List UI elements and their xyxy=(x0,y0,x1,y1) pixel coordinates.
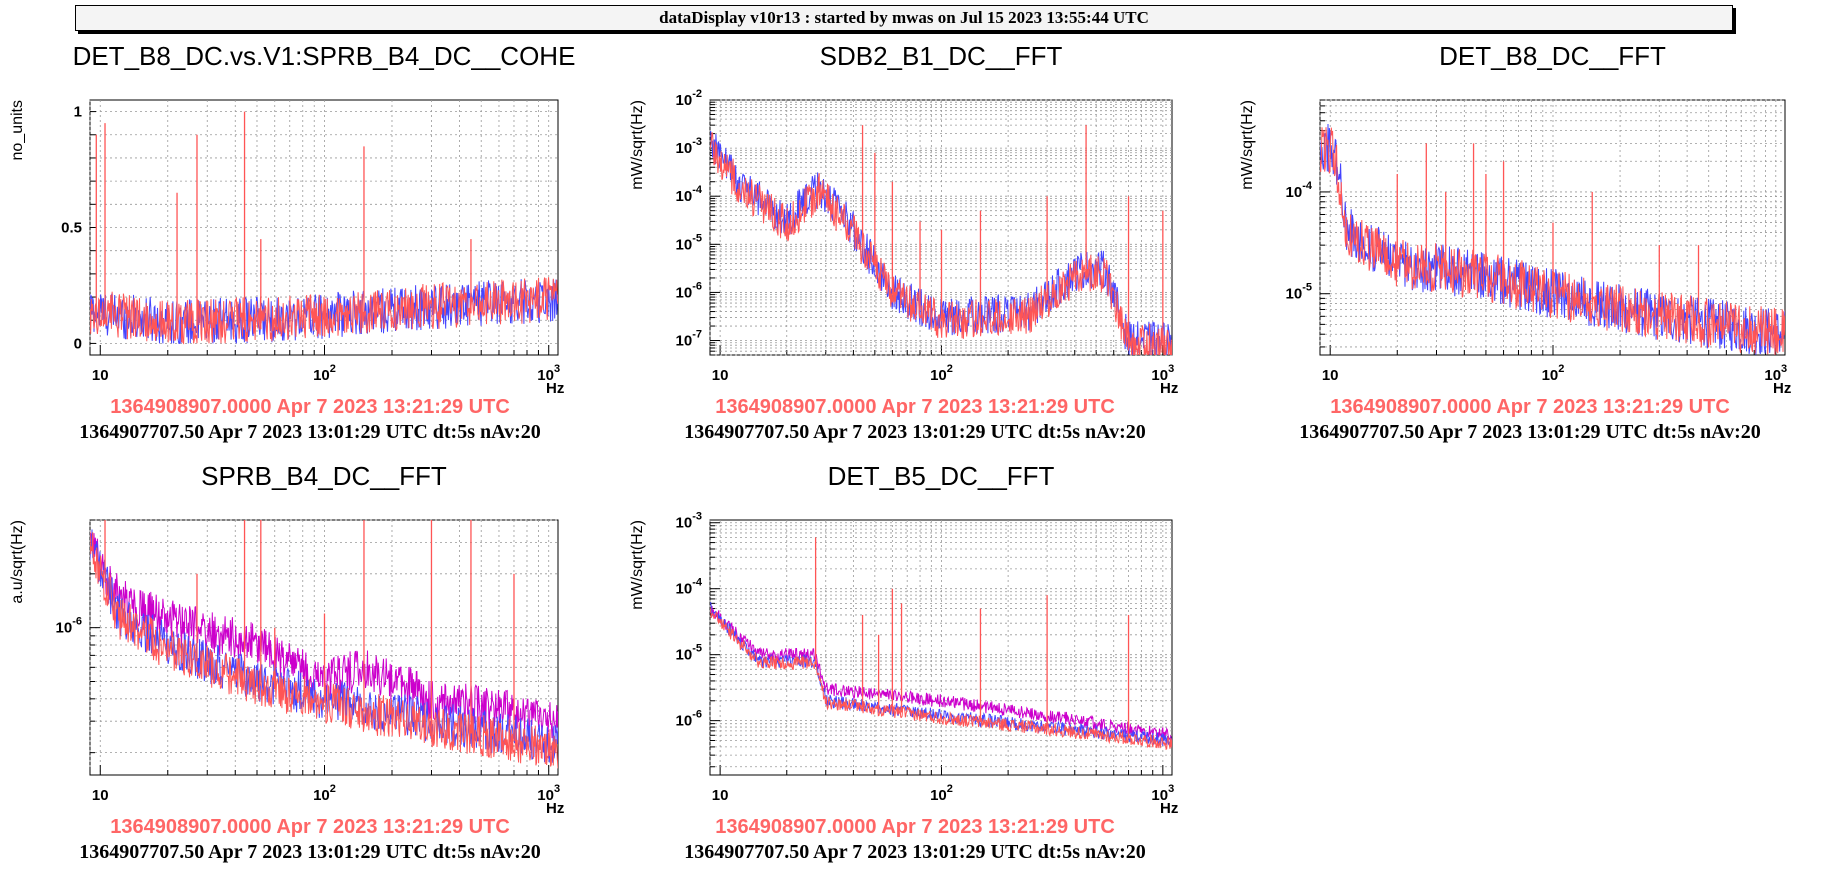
x-tick-label: 10 xyxy=(92,367,109,384)
series-line xyxy=(710,606,1172,751)
plot-title: DET_B8_DC__FFT xyxy=(1439,41,1666,71)
x-axis-unit: Hz xyxy=(1160,800,1178,817)
y-axis-label: mW/sqrt(Hz) xyxy=(629,520,646,610)
y-tick-label: 10-2 xyxy=(676,88,702,109)
y-tick-label: 1 xyxy=(74,104,82,121)
series-line xyxy=(710,132,1172,355)
x-axis-unit: Hz xyxy=(1160,380,1178,397)
x-tick-label: 10 xyxy=(712,367,729,384)
y-axis-label: mW/sqrt(Hz) xyxy=(629,100,646,190)
timestamp-current: 1364907707.50 Apr 7 2023 13:01:29 UTC dt… xyxy=(79,421,541,443)
timestamp-current: 1364907707.50 Apr 7 2023 13:01:29 UTC dt… xyxy=(684,421,1146,443)
y-tick-label: 10-7 xyxy=(676,329,702,350)
y-tick-label: 0 xyxy=(74,335,82,352)
series-line xyxy=(90,277,558,345)
y-axis-label: a.u/sqrt(Hz) xyxy=(9,520,26,604)
header-banner: dataDisplay v10r13 : started by mwas on … xyxy=(75,5,1733,31)
x-axis-unit: Hz xyxy=(546,800,564,817)
plot-title: SDB2_B1_DC__FFT xyxy=(820,41,1063,71)
x-tick-label: 102 xyxy=(313,363,336,384)
timestamp-reference: 1364908907.0000 Apr 7 2023 13:21:29 UTC xyxy=(110,816,510,838)
y-tick-label: 10-4 xyxy=(676,577,703,598)
y-axis-label: mW/sqrt(Hz) xyxy=(1239,100,1256,190)
y-tick-label: 10-5 xyxy=(1286,282,1312,303)
y-tick-label: 10-5 xyxy=(676,643,702,664)
timestamp-current: 1364907707.50 Apr 7 2023 13:01:29 UTC dt… xyxy=(79,841,541,863)
x-tick-label: 102 xyxy=(930,363,953,384)
x-tick-label: 10 xyxy=(712,787,729,804)
x-tick-label: 10 xyxy=(92,787,109,804)
y-tick-label: 10-6 xyxy=(56,616,82,637)
timestamp-reference: 1364908907.0000 Apr 7 2023 13:21:29 UTC xyxy=(715,816,1115,838)
timestamp-current: 1364907707.50 Apr 7 2023 13:01:29 UTC dt… xyxy=(684,841,1146,863)
plot-title: SPRB_B4_DC__FFT xyxy=(201,461,447,491)
timestamp-current: 1364907707.50 Apr 7 2023 13:01:29 UTC dt… xyxy=(1299,421,1761,443)
y-axis-label: no_units xyxy=(9,100,26,161)
y-tick-label: 10-4 xyxy=(1286,180,1313,201)
y-tick-label: 10-6 xyxy=(676,709,702,730)
plot-title: DET_B5_DC__FFT xyxy=(828,461,1055,491)
x-tick-label: 102 xyxy=(313,783,336,804)
y-tick-label: 10-4 xyxy=(676,184,703,205)
y-tick-label: 0.5 xyxy=(61,220,82,237)
x-axis-unit: Hz xyxy=(1773,380,1791,397)
y-tick-label: 10-6 xyxy=(676,280,702,301)
x-axis-unit: Hz xyxy=(546,380,564,397)
x-tick-label: 102 xyxy=(930,783,953,804)
timestamp-reference: 1364908907.0000 Apr 7 2023 13:21:29 UTC xyxy=(1330,396,1730,418)
y-tick-label: 10-3 xyxy=(676,511,702,532)
y-tick-label: 10-3 xyxy=(676,136,702,157)
x-tick-label: 102 xyxy=(1542,363,1565,384)
timestamp-reference: 1364908907.0000 Apr 7 2023 13:21:29 UTC xyxy=(110,396,510,418)
plot-title: DET_B8_DC.vs.V1:SPRB_B4_DC__COHE xyxy=(73,41,576,71)
x-tick-label: 10 xyxy=(1322,367,1339,384)
timestamp-reference: 1364908907.0000 Apr 7 2023 13:21:29 UTC xyxy=(715,396,1115,418)
y-tick-label: 10-5 xyxy=(676,232,702,253)
